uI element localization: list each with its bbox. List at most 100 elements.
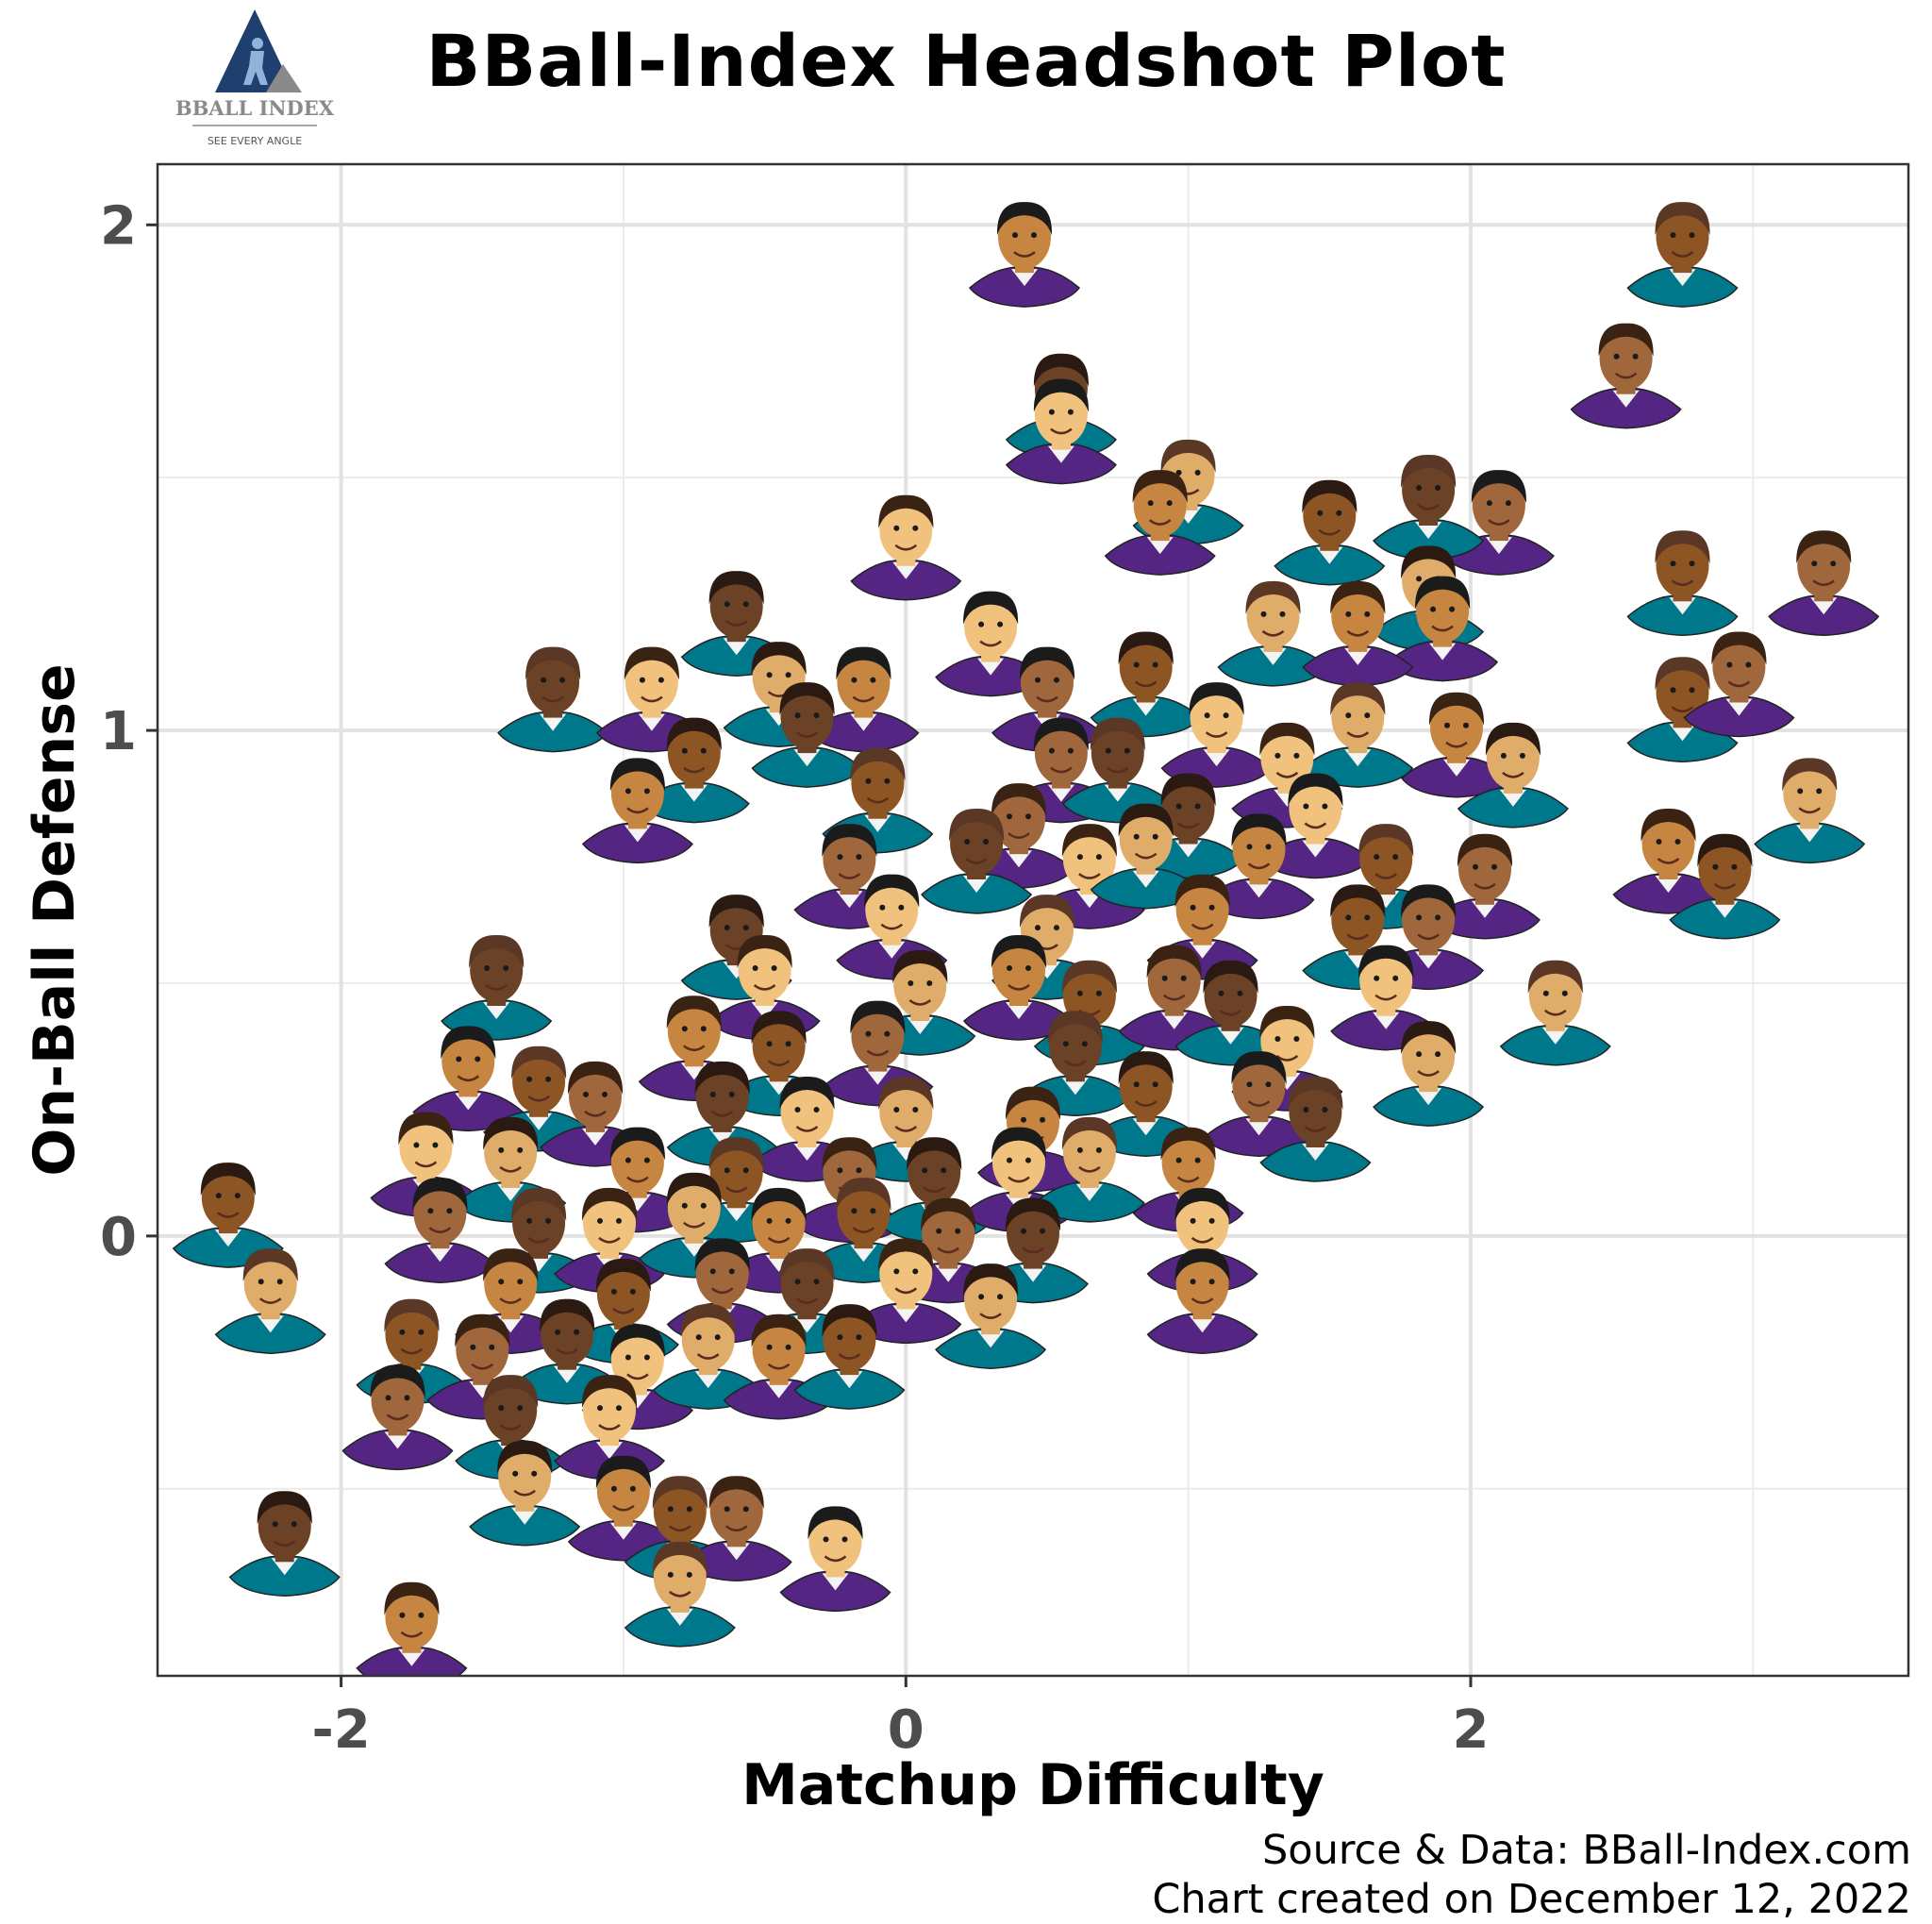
face bbox=[681, 1307, 735, 1372]
eye-right bbox=[742, 1167, 749, 1174]
jersey-collar bbox=[1132, 1118, 1159, 1136]
jersey-shoulders bbox=[1754, 822, 1866, 864]
mouth bbox=[852, 1227, 875, 1233]
face bbox=[498, 1443, 552, 1508]
hair bbox=[1288, 773, 1343, 807]
hair bbox=[864, 874, 920, 908]
face bbox=[667, 720, 721, 785]
face bbox=[780, 1251, 834, 1316]
player-headshot bbox=[850, 1238, 962, 1345]
eye-right bbox=[997, 1294, 1004, 1300]
eye-left bbox=[1218, 990, 1224, 996]
eye-right bbox=[1816, 788, 1823, 795]
eye-left bbox=[1147, 500, 1154, 507]
face bbox=[879, 1241, 933, 1306]
eye-right bbox=[643, 1354, 650, 1361]
eye-left bbox=[1161, 975, 1168, 981]
hair bbox=[609, 758, 665, 792]
eye-left bbox=[555, 1329, 561, 1335]
eye-right bbox=[941, 1167, 947, 1174]
face bbox=[1486, 725, 1540, 790]
eye-left bbox=[1105, 747, 1111, 754]
hair bbox=[1358, 824, 1414, 858]
eye-left bbox=[399, 1329, 406, 1335]
eye-right bbox=[1435, 1051, 1441, 1058]
mouth bbox=[1657, 858, 1680, 864]
hair bbox=[1457, 833, 1513, 867]
player-headshot bbox=[384, 1178, 496, 1283]
eye-right bbox=[1124, 747, 1130, 754]
mouth bbox=[824, 1555, 847, 1563]
mouth bbox=[894, 544, 918, 551]
jersey-collar bbox=[1132, 698, 1159, 716]
eye-right bbox=[1293, 752, 1300, 759]
hair bbox=[1132, 470, 1188, 504]
face bbox=[1062, 1119, 1116, 1184]
face bbox=[470, 938, 524, 1002]
hair bbox=[398, 1112, 454, 1146]
eye-right bbox=[813, 712, 820, 719]
jersey-collar bbox=[1415, 522, 1442, 539]
mouth bbox=[710, 1110, 734, 1117]
hair bbox=[1160, 1127, 1216, 1161]
hair bbox=[1033, 717, 1089, 751]
player-headshot bbox=[638, 717, 750, 824]
mouth bbox=[1134, 852, 1158, 860]
eye-left bbox=[1416, 485, 1423, 491]
mouth bbox=[669, 1590, 691, 1598]
hair bbox=[708, 1476, 764, 1510]
face bbox=[1034, 720, 1088, 785]
face bbox=[385, 1584, 439, 1649]
face bbox=[1034, 381, 1088, 446]
eye-left bbox=[794, 712, 801, 719]
hair bbox=[1655, 202, 1710, 236]
hair bbox=[878, 1238, 934, 1272]
hair bbox=[581, 1375, 638, 1409]
eye-right bbox=[517, 1279, 524, 1285]
jersey-collar bbox=[1189, 941, 1216, 959]
jersey-shoulders bbox=[1033, 1181, 1145, 1223]
hair bbox=[836, 1178, 891, 1212]
eye-left bbox=[893, 525, 900, 531]
eye-right bbox=[884, 1030, 891, 1037]
face bbox=[1783, 761, 1837, 826]
jersey-collar bbox=[680, 1239, 708, 1257]
face bbox=[667, 998, 721, 1063]
hair bbox=[1697, 833, 1753, 867]
eye-left bbox=[1190, 1279, 1196, 1285]
hair bbox=[1330, 580, 1386, 614]
hair bbox=[1415, 576, 1471, 610]
mouth bbox=[1614, 372, 1638, 379]
face bbox=[1175, 1190, 1229, 1255]
hair bbox=[1061, 1116, 1117, 1150]
mouth bbox=[1417, 1070, 1440, 1077]
eye-left bbox=[1797, 788, 1804, 795]
jersey-collar bbox=[1725, 698, 1753, 716]
jersey-collar bbox=[892, 1305, 920, 1323]
eye-left bbox=[1133, 661, 1140, 668]
eye-right bbox=[856, 1167, 862, 1174]
eye-left bbox=[1317, 510, 1324, 516]
mouth bbox=[1022, 1246, 1044, 1254]
mouth bbox=[1544, 1009, 1567, 1016]
face bbox=[512, 1190, 566, 1255]
eye-left bbox=[215, 1193, 222, 1199]
face bbox=[610, 1129, 664, 1195]
face bbox=[780, 685, 834, 750]
player-headshot bbox=[1626, 530, 1739, 637]
hair bbox=[666, 1172, 722, 1206]
hair bbox=[779, 1248, 835, 1282]
hair bbox=[200, 1163, 256, 1196]
eye-right bbox=[1731, 863, 1738, 870]
hair bbox=[779, 682, 835, 716]
face bbox=[709, 1140, 763, 1205]
eye-left bbox=[1345, 611, 1352, 617]
face bbox=[1331, 583, 1385, 648]
hair bbox=[370, 1364, 425, 1398]
mouth bbox=[753, 984, 776, 991]
mouth bbox=[485, 984, 508, 991]
jersey-collar bbox=[793, 749, 821, 767]
mouth bbox=[598, 1424, 621, 1430]
eye-left bbox=[1246, 1081, 1253, 1088]
jersey-shoulders bbox=[214, 1313, 326, 1354]
